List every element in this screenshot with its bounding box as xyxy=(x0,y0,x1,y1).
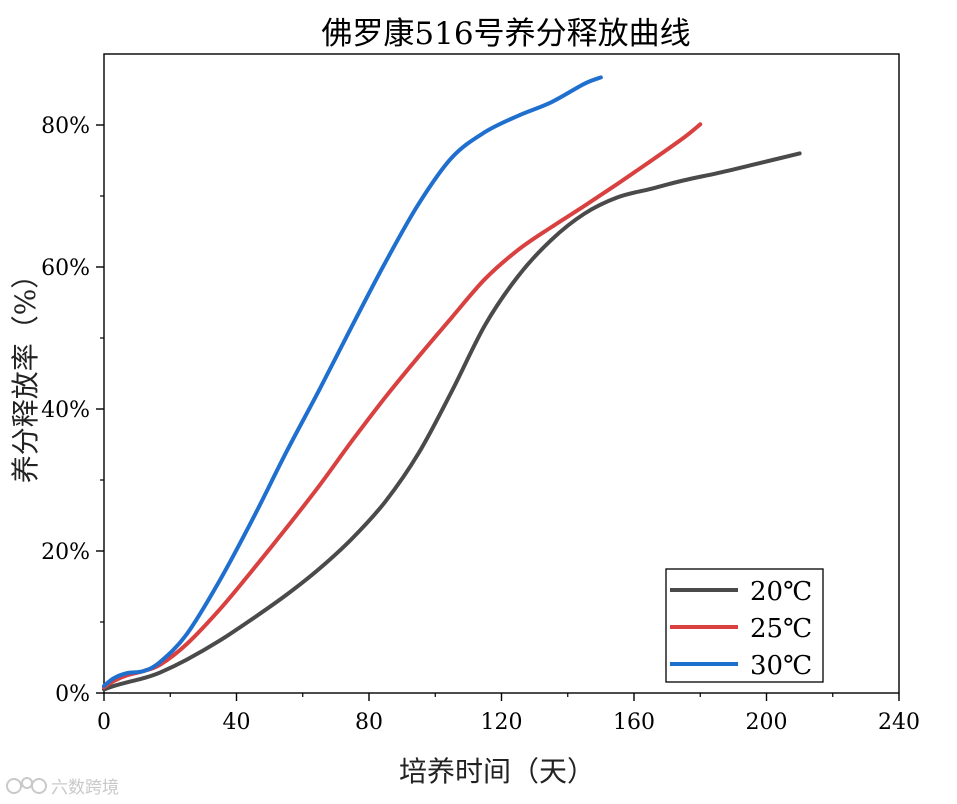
series-line-3 xyxy=(102,75,603,688)
y-tick-label: 40% xyxy=(41,398,90,423)
y-axis-label: 养分释放率（%） xyxy=(9,261,42,484)
legend-label-2: 25℃ xyxy=(750,614,812,644)
y-tick-label: 80% xyxy=(41,114,90,139)
x-tick-label: 0 xyxy=(97,710,111,735)
y-tick-label: 20% xyxy=(41,540,90,565)
legend: 20℃ 25℃ 30℃ xyxy=(665,568,824,683)
y-tick-label: 60% xyxy=(41,256,90,281)
watermark-text: 六数跨境 xyxy=(51,778,119,798)
legend-label-1: 20℃ xyxy=(750,577,812,607)
x-axis-label: 培养时间（天） xyxy=(399,755,595,788)
logo-icon xyxy=(6,777,47,794)
tick-labels: 0 40 80 120 160 200 240 0% 20% 40% 60% 80% xyxy=(41,114,920,735)
series-lines xyxy=(102,75,802,692)
x-tick-label: 120 xyxy=(481,710,523,735)
legend-label-3: 30℃ xyxy=(750,651,812,681)
chart-title: 佛罗康516号养分释放曲线 xyxy=(321,16,690,52)
x-tick-label: 240 xyxy=(878,710,920,735)
x-tick-label: 40 xyxy=(223,710,251,735)
x-tick-label: 80 xyxy=(355,710,383,735)
watermark: 六数跨境 xyxy=(6,777,119,798)
x-tick-label: 200 xyxy=(746,710,788,735)
y-tick-label: 0% xyxy=(55,682,90,707)
x-tick-label: 160 xyxy=(613,710,655,735)
series-line-1 xyxy=(102,151,802,692)
axis-ticks xyxy=(96,124,900,701)
